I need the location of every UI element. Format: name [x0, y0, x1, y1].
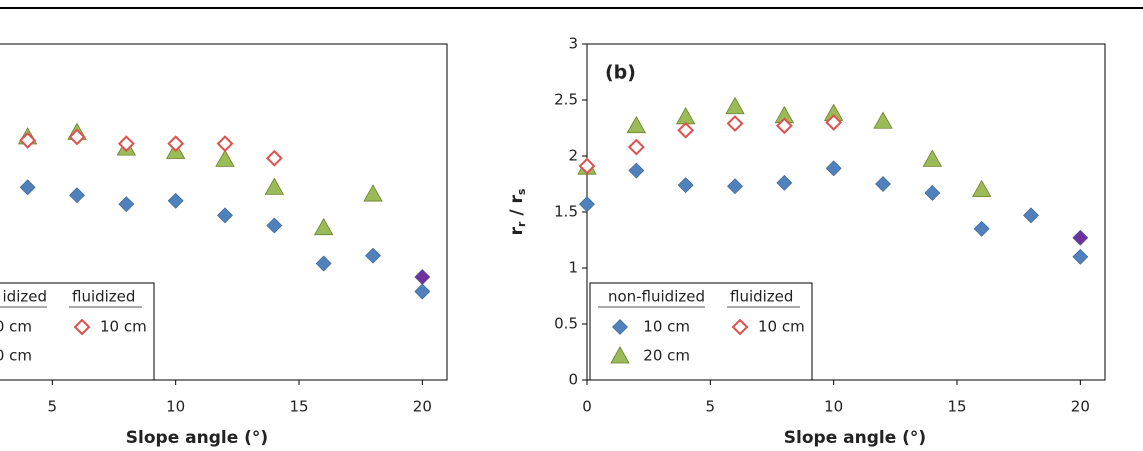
diamond-marker [265, 149, 283, 167]
diamond-marker [167, 192, 184, 209]
diamond-marker [825, 113, 843, 131]
x-tick-label: 0 [582, 398, 592, 416]
diamond-marker [1072, 229, 1089, 246]
legend-box [589, 282, 813, 381]
y-title-part: / r [507, 195, 527, 222]
triangle-marker [675, 106, 696, 125]
y-title-subscript: r [515, 221, 528, 227]
legend-header: non-fluidized [608, 288, 705, 306]
diamond-marker [1023, 207, 1039, 224]
diamond-marker [1072, 248, 1089, 265]
diamond-marker [628, 162, 645, 179]
diamond-marker [578, 157, 596, 175]
x-axis-title: Slope angle (°) [784, 428, 926, 448]
y-title-subscript: s [515, 188, 528, 195]
diamond-marker [726, 115, 744, 132]
triangle-marker [971, 179, 992, 198]
diamond-marker [216, 135, 234, 153]
y-axis-title: rr / rs [507, 188, 528, 235]
legend-marker [612, 319, 628, 335]
diamond-marker [875, 176, 891, 192]
legend-box [0, 282, 155, 381]
diamond-marker [924, 185, 941, 201]
x-tick-label: 5 [706, 398, 716, 416]
legend-header: idized [3, 288, 47, 306]
legend: non-fluidized fluidized 10 cm 20 cm 10 cm [589, 282, 813, 381]
legend-marker [610, 346, 630, 364]
diamond-marker [414, 283, 431, 300]
diamond-marker [825, 160, 842, 177]
diamond-marker [217, 207, 233, 224]
diamond-marker [315, 255, 332, 272]
x-tick-label: 5 [48, 398, 58, 416]
triangle-marker [264, 177, 285, 195]
triangle-marker [363, 184, 383, 202]
legend-label: 10 cm [100, 318, 147, 336]
legend-header: fluidized [730, 288, 793, 306]
x-tick-label: 20 [413, 398, 432, 416]
y-tick-label: 2.5 [554, 91, 578, 109]
legend-label: 20 cm [643, 347, 690, 365]
diamond-marker [19, 179, 36, 196]
x-tick-label: 10 [824, 398, 843, 416]
x-tick-label: 15 [289, 398, 308, 416]
diamond-marker [727, 178, 743, 195]
diamond-marker [414, 269, 431, 285]
legend-label: 0 cm [0, 347, 32, 365]
diamond-marker [69, 187, 85, 204]
legend-label: 10 cm [758, 318, 805, 336]
legend-marker [731, 318, 749, 336]
diamond-marker [118, 196, 135, 213]
diamond-marker [776, 174, 793, 191]
panel-label: (b) [605, 62, 636, 84]
legend-label: 10 cm [643, 318, 690, 336]
diamond-marker [19, 131, 37, 149]
y-title-part: r [507, 226, 527, 235]
diamond-marker [579, 196, 595, 213]
x-tick-label: 20 [1071, 398, 1090, 416]
y-tick-label: 1.5 [554, 203, 578, 221]
y-tick-label: 3 [568, 35, 578, 53]
y-tick-label: 2 [568, 147, 578, 165]
x-tick-label: 10 [166, 398, 185, 416]
diamond-marker [266, 217, 283, 234]
diamond-marker [627, 138, 645, 156]
legend-header: fluidized [72, 288, 135, 306]
triangle-marker [922, 149, 943, 167]
y-tick-label: 0 [568, 371, 578, 389]
legend-label: 0 cm [0, 318, 32, 336]
diamond-marker [365, 247, 381, 264]
y-tick-label: 0.5 [554, 315, 578, 333]
diamond-marker [973, 220, 990, 237]
diamond-marker [775, 117, 793, 135]
triangle-marker [626, 115, 647, 134]
diamond-marker [117, 135, 135, 153]
diamond-marker [68, 128, 86, 146]
triangle-marker [313, 217, 334, 236]
legend-marker [73, 318, 91, 336]
x-tick-label: 15 [947, 398, 966, 416]
diamond-marker [167, 135, 185, 153]
x-axis-title: Slope angle (°) [126, 428, 268, 448]
diamond-marker [677, 177, 694, 194]
diamond-marker [677, 121, 695, 139]
triangle-marker [725, 96, 745, 115]
legend: idized fluidized 0 cm 0 cm 10 cm [0, 282, 155, 381]
triangle-marker [215, 149, 235, 167]
y-tick-label: 1 [568, 259, 578, 277]
plot-area [0, 43, 448, 381]
triangle-marker [873, 111, 893, 129]
